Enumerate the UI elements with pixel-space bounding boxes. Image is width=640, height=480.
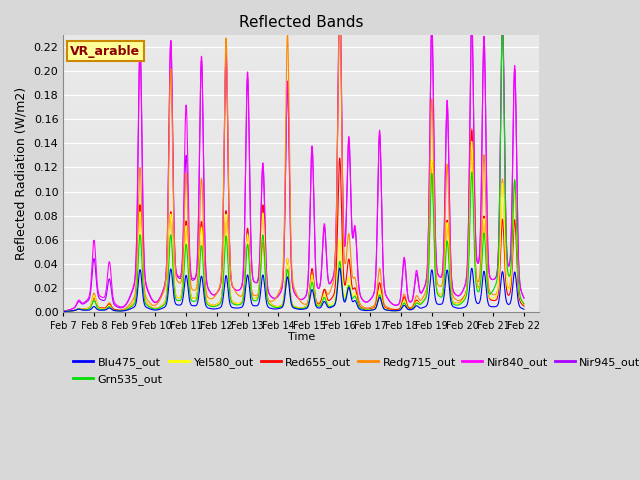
- Red655_out: [425, 264, 433, 270]
- Redg715_out: [336, 1, 344, 7]
- Line: Redg715_out: Redg715_out: [63, 4, 524, 312]
- Blu475_out: [466, 285, 474, 290]
- Nir840_out: [150, 299, 158, 305]
- Nir945_out: [162, 276, 170, 281]
- Redg715_out: [162, 279, 170, 285]
- Title: Reflected Bands: Reflected Bands: [239, 15, 364, 30]
- Yel580_out: [365, 307, 372, 312]
- Nir945_out: [60, 308, 67, 314]
- Nir840_out: [60, 308, 67, 314]
- Red655_out: [150, 305, 158, 311]
- Red655_out: [60, 309, 67, 314]
- Line: Red655_out: Red655_out: [63, 131, 524, 312]
- Legend: Blu475_out, Grn535_out, Yel580_out, Red655_out, Redg715_out, Nir840_out, Nir945_: Blu475_out, Grn535_out, Yel580_out, Red6…: [69, 353, 640, 389]
- Yel580_out: [150, 305, 158, 311]
- Redg715_out: [520, 301, 528, 307]
- Yel580_out: [213, 301, 221, 307]
- Redg715_out: [60, 309, 67, 314]
- Line: Yel580_out: Yel580_out: [63, 142, 524, 312]
- Nir840_out: [425, 204, 433, 210]
- Yel580_out: [520, 301, 528, 307]
- Yel580_out: [425, 264, 433, 270]
- Grn535_out: [213, 303, 221, 309]
- Red655_out: [213, 301, 221, 307]
- Line: Nir945_out: Nir945_out: [63, 0, 524, 311]
- Grn535_out: [425, 268, 433, 274]
- Yel580_out: [60, 309, 67, 314]
- Red655_out: [365, 306, 372, 312]
- Nir945_out: [520, 295, 528, 301]
- Nir840_out: [466, 148, 474, 154]
- Red655_out: [465, 226, 473, 231]
- Blu475_out: [365, 308, 372, 313]
- Grn535_out: [520, 301, 528, 307]
- Redg715_out: [425, 233, 433, 239]
- Y-axis label: Reflected Radiation (W/m2): Reflected Radiation (W/m2): [15, 87, 28, 260]
- Nir945_out: [213, 289, 221, 295]
- Yel580_out: [162, 297, 170, 302]
- Yel580_out: [468, 139, 476, 144]
- Red655_out: [162, 297, 170, 302]
- Blu475_out: [60, 309, 67, 314]
- Grn535_out: [499, 24, 506, 30]
- Nir840_out: [520, 295, 528, 301]
- Blu475_out: [213, 306, 221, 312]
- Line: Grn535_out: Grn535_out: [63, 27, 524, 312]
- Grn535_out: [365, 307, 372, 313]
- Grn535_out: [162, 299, 170, 305]
- Grn535_out: [60, 309, 67, 314]
- X-axis label: Time: Time: [287, 332, 315, 342]
- Blu475_out: [162, 303, 170, 309]
- Line: Blu475_out: Blu475_out: [63, 268, 524, 312]
- Red655_out: [468, 128, 476, 133]
- Nir840_out: [365, 298, 372, 304]
- Redg715_out: [150, 302, 158, 308]
- Grn535_out: [150, 306, 158, 312]
- Nir945_out: [466, 150, 474, 156]
- Blu475_out: [425, 293, 433, 299]
- Nir945_out: [425, 205, 433, 211]
- Nir945_out: [150, 300, 158, 305]
- Redg715_out: [466, 209, 474, 215]
- Yel580_out: [465, 230, 473, 236]
- Redg715_out: [213, 289, 221, 295]
- Blu475_out: [336, 265, 344, 271]
- Blu475_out: [520, 306, 528, 312]
- Grn535_out: [465, 244, 473, 250]
- Redg715_out: [365, 305, 372, 311]
- Red655_out: [520, 303, 528, 309]
- Blu475_out: [150, 307, 158, 313]
- Line: Nir840_out: Nir840_out: [63, 0, 524, 311]
- Nir840_out: [213, 289, 221, 295]
- Text: VR_arable: VR_arable: [70, 45, 141, 58]
- Nir840_out: [162, 276, 170, 281]
- Nir945_out: [365, 298, 372, 304]
